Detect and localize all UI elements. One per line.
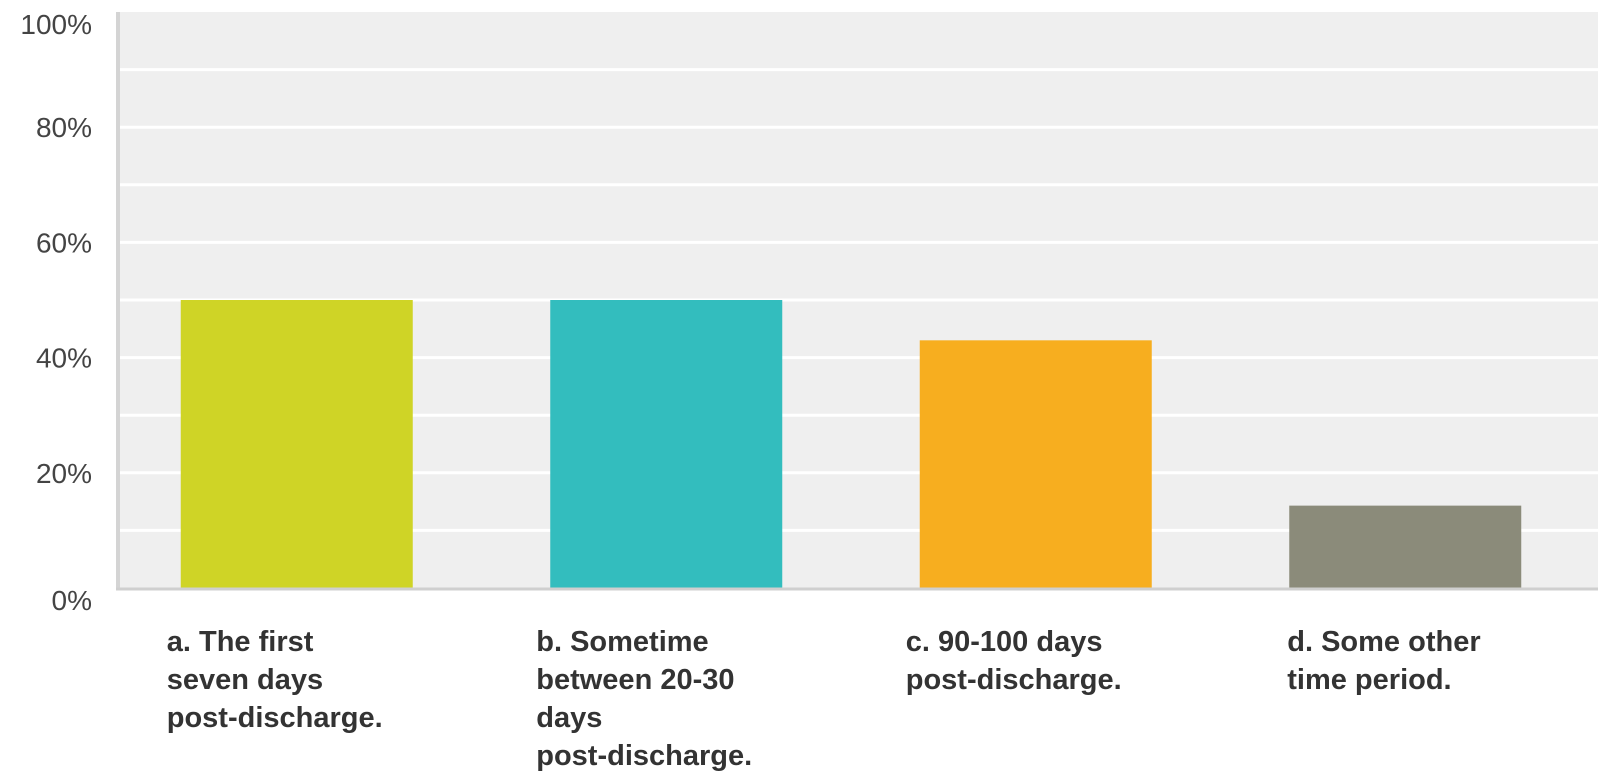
x-tick-label-line: post-discharge.: [905, 664, 1122, 696]
y-tick-label: 0%: [52, 585, 92, 616]
x-tick-label-line: post-discharge.: [536, 740, 753, 772]
y-tick-label: 60%: [36, 227, 92, 258]
bar: [919, 340, 1152, 588]
x-tick-label: c. 90-100 days post-discharge.: [906, 623, 1122, 699]
x-tick-label: d. Some other time period.: [1287, 623, 1480, 699]
x-tick-label-line: seven days: [166, 664, 324, 696]
y-tick-label: 20%: [36, 458, 92, 489]
bar: [550, 300, 783, 588]
bar: [180, 300, 413, 588]
x-tick-label: a. The first seven days post-discharge.: [167, 623, 383, 737]
x-tick-label-line: post-discharge.: [166, 702, 383, 734]
x-tick-label-line: d. Some other: [1287, 626, 1481, 658]
y-tick-labels: 0% 20% 40% 60% 80% 100%: [20, 9, 92, 616]
x-tick-label-line: between 20-30: [536, 664, 735, 696]
y-tick-label: 100%: [20, 9, 92, 40]
x-tick-label-line: days: [536, 702, 603, 734]
x-tick-label-line: b. Sometime: [536, 626, 709, 658]
bars: [180, 300, 1522, 588]
x-tick-label-line: a. The first: [166, 626, 314, 658]
x-tick-label-line: time period.: [1287, 664, 1452, 696]
y-tick-label: 40%: [36, 343, 92, 374]
y-tick-label: 80%: [36, 112, 92, 143]
bar: [1289, 505, 1522, 588]
x-tick-label-line: c. 90-100 days: [905, 626, 1103, 658]
x-tick-label: b. Sometime between 20-30 days post-dischar…: [536, 623, 752, 775]
